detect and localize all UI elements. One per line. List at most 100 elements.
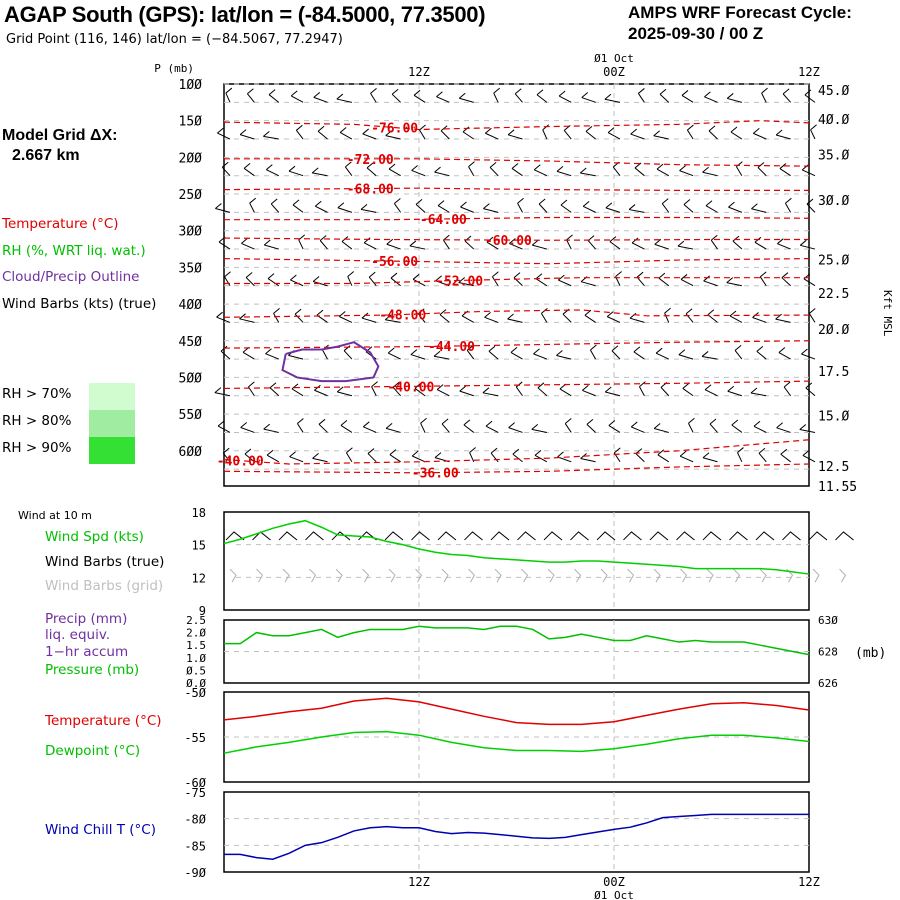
wind-barb <box>608 425 621 433</box>
wind-barb-feather <box>704 384 712 391</box>
wind-barb-feather <box>386 238 394 245</box>
wind-barb-feather <box>731 419 739 426</box>
wind-barb-feather <box>628 204 636 210</box>
precip-tick-label: 1.5 <box>186 639 206 652</box>
wind-barb <box>484 316 499 323</box>
wind-barb <box>559 388 572 397</box>
wind-barb-feather <box>345 161 352 168</box>
wind-barb-true <box>437 531 457 541</box>
wind-barb-feather <box>459 385 467 392</box>
wind-barb <box>654 428 669 433</box>
wind-chill-label: Wind Chill T (°C) <box>45 822 156 838</box>
wind-barb <box>605 391 621 397</box>
wind-barb-feather <box>726 277 734 283</box>
wind-barb-feather <box>367 448 375 454</box>
wind-barb-true <box>623 531 642 541</box>
wind-barb-feather <box>263 239 271 246</box>
wind-barb-feather <box>580 453 587 459</box>
rh-legend-90: RH > 90% <box>2 440 72 456</box>
wind-barb <box>266 454 279 463</box>
wind-tick-label: 15 <box>192 539 206 553</box>
wind-barb-feather <box>781 272 789 279</box>
wind-barb <box>704 96 718 103</box>
bottom-time-label-12z: 12Z <box>408 875 430 889</box>
isotherm-line <box>224 158 810 167</box>
wind-barb <box>655 352 669 360</box>
pressure-tick-label: 15Ø <box>179 115 203 130</box>
isotherm-label: -36.00 <box>412 467 459 482</box>
wind-tick-label: 12 <box>192 571 206 585</box>
wind-barb-true <box>278 531 298 541</box>
wind-barb-feather <box>508 422 515 429</box>
wind-barb-feather <box>511 163 519 169</box>
wind-barb <box>345 452 353 463</box>
wind-barb-feather <box>638 88 645 94</box>
wind-barb-feather <box>486 236 494 243</box>
barbs-grid-label: Wind Barbs (grid) <box>45 578 164 594</box>
wind-barb-feather <box>782 88 790 95</box>
wind-barb <box>410 354 426 360</box>
wind-barb <box>510 351 523 360</box>
wind-barb-feather <box>267 273 275 279</box>
kft-tick-label: 45.Ø <box>818 84 849 99</box>
wind-barb-feather <box>360 204 368 210</box>
isotherm-label: -40.00 <box>217 455 264 470</box>
wind-barb-true <box>252 531 271 541</box>
wind-barb <box>216 316 231 323</box>
wind-barb-feather <box>702 452 710 459</box>
wind-barb-grid <box>521 568 529 583</box>
wind-barb-grid <box>812 568 820 583</box>
temperature-label: Temperature (°C) <box>45 713 162 729</box>
wind-barb <box>296 423 304 433</box>
wind-barb-feather <box>776 422 783 429</box>
pressure-tick-label: 1ØØ <box>179 78 203 93</box>
wind-barb-feather <box>460 201 467 208</box>
wind-barb-feather <box>436 91 443 98</box>
wind-barb-feather <box>727 385 735 392</box>
temp-tick-label: -6Ø <box>184 776 206 790</box>
wind-barb <box>413 94 426 103</box>
wind-barb-feather <box>558 90 566 97</box>
wind-barb <box>580 281 596 287</box>
wind-barb-feather <box>217 127 224 134</box>
wind-barb <box>391 93 401 103</box>
wind-barb-true <box>649 531 669 541</box>
wind-barb <box>534 169 548 177</box>
pressure-tick-label: 6ØØ <box>179 445 203 460</box>
wind-barb-feather <box>291 383 299 390</box>
wind-barb <box>800 244 816 250</box>
wind-barb-feather <box>564 418 572 424</box>
wind-barb-feather <box>469 447 476 453</box>
wind-barb-feather <box>339 127 347 133</box>
wind-barb-true <box>755 531 775 541</box>
wind-barb-feather <box>384 314 392 321</box>
wind-barb <box>312 172 328 177</box>
wind-barb <box>336 98 352 103</box>
windchill-tick-label: -9Ø <box>184 866 206 880</box>
wind-barb-feather <box>273 307 280 314</box>
wind-barb <box>483 208 499 213</box>
wind-barb <box>562 313 572 323</box>
wind-barb-feather <box>411 165 418 171</box>
wind-barb-feather <box>270 198 278 205</box>
wind-barb-feather <box>759 271 767 278</box>
wind-barb <box>686 129 694 140</box>
wind-barb <box>225 92 231 103</box>
wind-barb <box>776 427 791 433</box>
wind-barb-feather <box>653 130 661 137</box>
wind-barb-feather <box>385 423 393 429</box>
wind-barb-feather <box>705 200 713 207</box>
wind-barb <box>637 93 645 103</box>
wind-barb <box>803 278 816 287</box>
wind-barb <box>314 389 328 397</box>
wind-barb <box>386 243 401 250</box>
wind-barb-feather <box>707 309 715 316</box>
kft-tick-label: 4Ø.Ø <box>818 113 849 128</box>
isotherm-label: -76.00 <box>371 122 418 137</box>
wind-barb <box>654 243 669 250</box>
wind-barb-feather <box>681 90 689 96</box>
wind-barb-true <box>225 531 245 541</box>
wind-barb <box>370 93 377 103</box>
wind-barb-true <box>331 531 351 541</box>
wind-barb <box>556 170 572 177</box>
